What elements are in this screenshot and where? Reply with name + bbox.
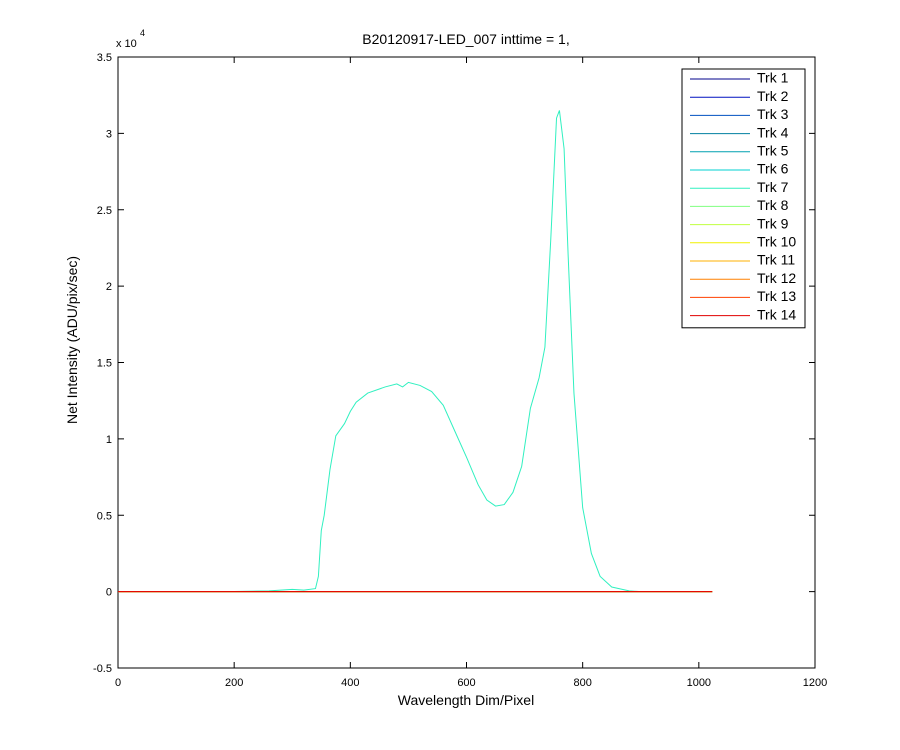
y-tick-label: 1 xyxy=(106,434,112,446)
y-axis-label: Net Intensity (ADU/pix/sec) xyxy=(64,256,80,424)
chart-title: B20120917-LED_007 inttime = 1, xyxy=(362,31,569,47)
legend-label: Trk 13 xyxy=(757,288,796,304)
y-multiplier: x 10 xyxy=(116,38,137,50)
legend-label: Trk 2 xyxy=(757,88,789,104)
series-line xyxy=(118,110,713,593)
x-tick-label: 800 xyxy=(573,677,591,689)
legend-label: Trk 12 xyxy=(757,270,796,286)
legend-label: Trk 1 xyxy=(757,70,789,86)
x-tick-label: 1200 xyxy=(803,677,827,689)
y-tick-label: 2.5 xyxy=(97,205,112,217)
legend-label: Trk 3 xyxy=(757,106,789,122)
x-tick-label: 200 xyxy=(225,677,243,689)
y-tick-label: 1.5 xyxy=(97,358,112,370)
x-tick-label: 400 xyxy=(341,677,359,689)
legend-box xyxy=(681,68,806,329)
legend-label: Trk 9 xyxy=(757,215,789,231)
x-tick-label: 600 xyxy=(457,677,475,689)
y-tick-label: 3.5 xyxy=(97,52,112,64)
legend-label: Trk 7 xyxy=(757,179,789,195)
legend-label: Trk 14 xyxy=(757,306,796,322)
y-tick-label: 0 xyxy=(106,587,112,599)
legend-label: Trk 10 xyxy=(757,234,796,250)
legend-label: Trk 8 xyxy=(757,197,789,213)
legend-label: Trk 4 xyxy=(757,124,789,140)
x-tick-label: 1000 xyxy=(687,677,711,689)
y-multiplier-exponent: 4 xyxy=(140,28,145,38)
y-tick-label: 0.5 xyxy=(97,510,112,522)
y-tick-label: -0.5 xyxy=(93,663,112,675)
y-tick-label: 3 xyxy=(106,128,112,140)
legend-label: Trk 6 xyxy=(757,161,789,177)
x-tick-label: 0 xyxy=(115,677,121,689)
x-axis-label: Wavelength Dim/Pixel xyxy=(398,692,534,708)
y-tick-label: 2 xyxy=(106,281,112,293)
legend-label: Trk 5 xyxy=(757,143,789,159)
legend-label: Trk 11 xyxy=(757,252,795,268)
